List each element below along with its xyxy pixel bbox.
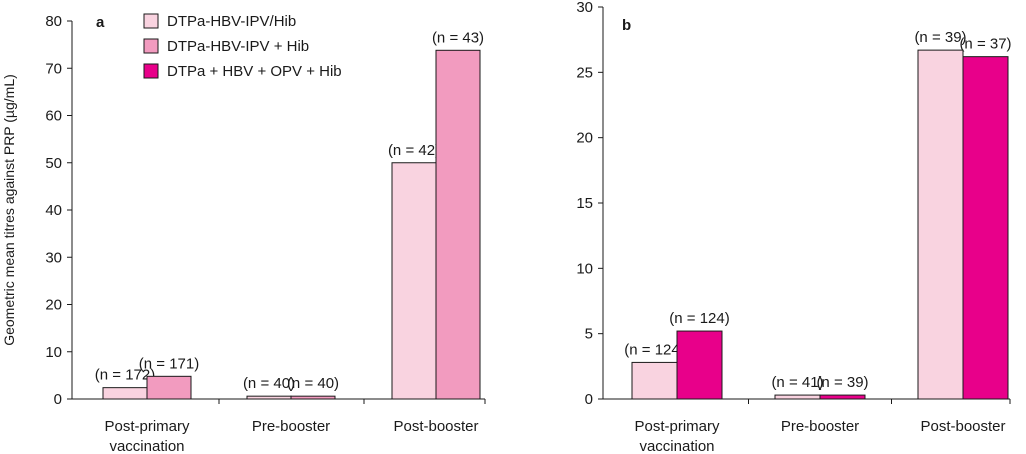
y-tick-label: 70 [45,60,62,77]
bar [962,56,1009,400]
y-tick-label: 10 [576,260,593,277]
panel-a: 0 10 20 30 40 50 60 70 80 Post-primary vaccination… [1,13,486,454]
panel-b: 0 5 10 15 20 25 30 Post-primary vaccination Pre-b… [576,0,1011,454]
bar-data-label: (n = 43) [432,29,484,46]
y-tick-label: 10 [45,344,62,361]
bar [146,375,192,400]
x-category-label: Pre-booster [252,418,330,435]
bar-data-label: (n = 37) [959,36,1011,53]
legend: DTPa-HBV-IPV/Hib DTPa-HBV-IPV + Hib DTPa +… [143,13,342,80]
legend-swatch [143,63,159,79]
bar [676,330,723,400]
bar-data-label: (n = 42) [388,142,440,159]
y-tick-label: 0 [54,391,62,408]
y-axis-label: Geometric mean titres against PRP (µg/mL… [1,74,17,346]
bar [819,394,866,400]
bar [102,387,148,400]
bar [391,162,437,400]
bar [435,49,481,400]
x-category-label: Pre-booster [781,418,859,435]
bar-data-label: (n = 39) [914,29,966,46]
bar [290,395,336,400]
bar-data-label: (n = 41) [771,374,823,391]
bar-data-label: (n = 40) [287,375,339,392]
bar [631,361,678,400]
y-tick-label: 0 [585,391,593,408]
y-tick-label: 15 [576,195,593,212]
x-category-label: Post-booster [393,418,478,435]
x-category-label: vaccination [109,438,184,454]
y-tick-label: 50 [45,155,62,172]
y-tick-label: 5 [585,326,593,343]
legend-swatch [143,13,159,29]
y-tick-label: 40 [45,202,62,219]
bar [774,394,821,400]
x-category-label: vaccination [639,438,714,454]
legend-label: DTPa-HBV-IPV/Hib [167,13,296,30]
panel-label: b [622,17,631,34]
y-tick-label: 30 [45,249,62,266]
bar-data-label: (n = 39) [816,374,868,391]
y-tick-label: 25 [576,64,593,81]
bar-data-label: (n = 171) [139,355,199,372]
panel-label: a [96,14,105,31]
y-tick-label: 30 [576,0,593,16]
legend-label: DTPa-HBV-IPV + Hib [167,38,309,55]
bar [246,395,292,400]
legend-label: DTPa + HBV + OPV + Hib [167,63,342,80]
bar-data-label: (n = 40) [243,375,295,392]
y-tick-label: 80 [45,13,62,30]
x-category-label: Post-booster [920,418,1005,435]
x-category-label: Post-primary [634,418,720,435]
legend-swatch [143,38,159,54]
bar-data-label: (n = 124) [624,341,684,358]
y-tick-label: 20 [45,297,62,314]
bar-data-label: (n = 124) [669,310,729,327]
y-tick-label: 60 [45,108,62,125]
bar [917,49,964,400]
bar-data-label: (n = 172) [95,367,155,384]
x-category-label: Post-primary [104,418,190,435]
y-tick-label: 20 [576,130,593,147]
